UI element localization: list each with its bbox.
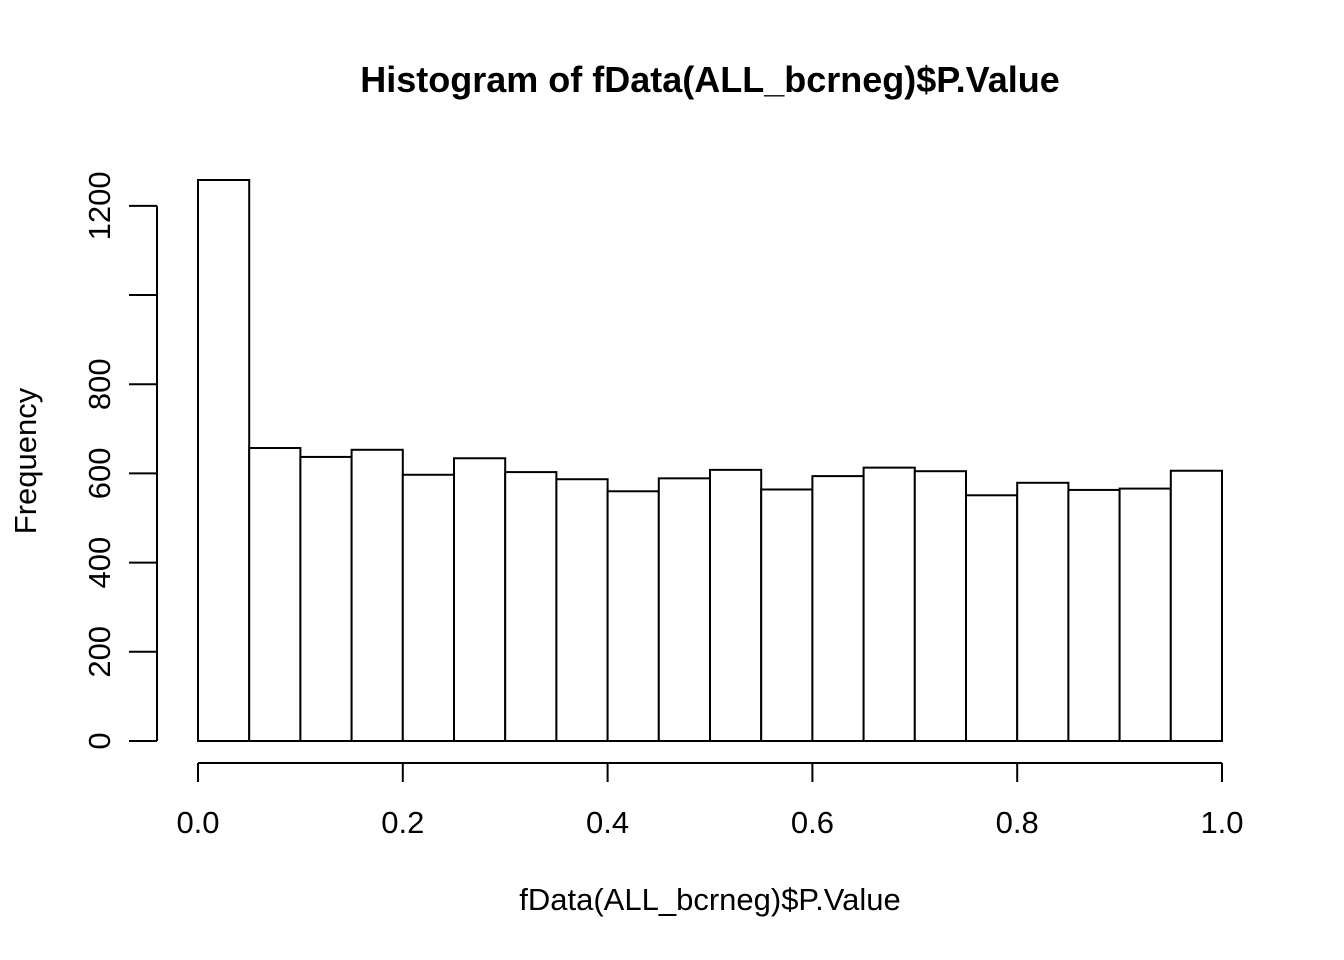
histogram-bar-19 — [1118, 487, 1172, 743]
y-tick-label-200: 200 — [82, 626, 117, 678]
x-tick-label-0.8: 0.8 — [996, 805, 1039, 840]
y-tick-label-0: 0 — [82, 732, 117, 749]
histogram-bar-9 — [606, 490, 660, 742]
x-tick-label-0.4: 0.4 — [586, 805, 629, 840]
histogram-bar-4 — [350, 448, 404, 742]
histogram-bar-2 — [248, 447, 302, 742]
histogram-bar-11 — [709, 468, 763, 742]
histogram-bar-14 — [862, 466, 916, 742]
histogram-bar-17 — [1016, 481, 1070, 742]
y-tick-label-600: 600 — [82, 448, 117, 500]
histogram-bar-10 — [657, 477, 711, 742]
histogram-bar-8 — [555, 478, 609, 742]
y-tick-label-800: 800 — [82, 358, 117, 410]
histogram-bar-20 — [1169, 469, 1224, 742]
histogram-bar-1 — [197, 179, 251, 742]
histogram-bar-6 — [453, 457, 507, 742]
y-tick-label-400: 400 — [82, 537, 117, 589]
chart-title: Histogram of fData(ALL_bcrneg)$P.Value — [360, 59, 1060, 100]
histogram-bar-16 — [965, 494, 1019, 742]
histogram-bar-5 — [401, 473, 455, 742]
histogram-bar-18 — [1067, 488, 1121, 742]
x-tick-label-0.6: 0.6 — [791, 805, 834, 840]
histogram-bars — [197, 179, 1224, 743]
histogram-bar-13 — [811, 475, 865, 742]
x-axis-title: fData(ALL_bcrneg)$P.Value — [519, 882, 900, 917]
histogram-bar-3 — [299, 455, 353, 742]
x-tick-label-0.2: 0.2 — [381, 805, 424, 840]
histogram-bar-15 — [913, 470, 967, 742]
x-tick-label-0: 0.0 — [176, 805, 219, 840]
x-axis: 0.0 0.2 0.4 0.6 0.8 1.0 — [176, 762, 1244, 840]
histogram-bar-12 — [760, 488, 814, 742]
y-tick-label-1200: 1200 — [82, 171, 117, 240]
x-tick-label-1: 1.0 — [1200, 805, 1243, 840]
y-axis-title: Frequency — [8, 387, 43, 534]
histogram-bar-7 — [504, 471, 558, 742]
y-axis: 0 200 400 600 800 1200 — [82, 171, 158, 750]
